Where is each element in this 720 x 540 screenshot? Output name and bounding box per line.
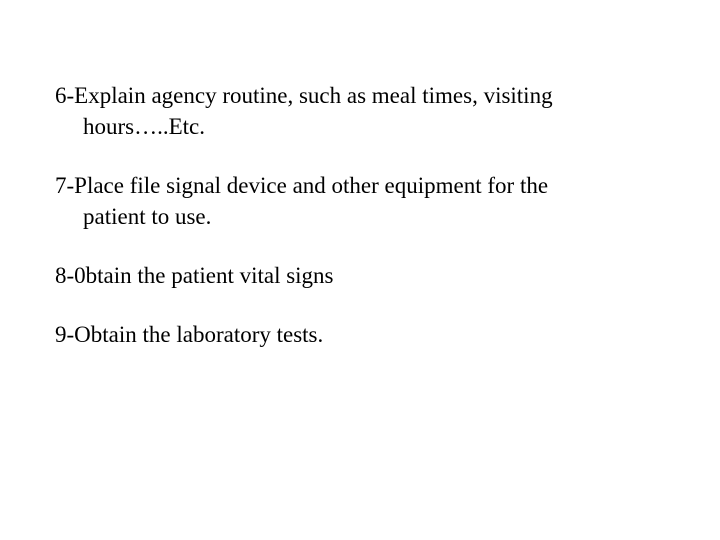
item-text-line1: 7-Place file signal device and other equ…	[55, 170, 665, 201]
list-item: 9-Obtain the laboratory tests.	[55, 319, 665, 350]
list-item: 8-0btain the patient vital signs	[55, 260, 665, 291]
item-text-line2: patient to use.	[55, 201, 665, 232]
item-text-line1: 8-0btain the patient vital signs	[55, 260, 665, 291]
item-text-line1: 9-Obtain the laboratory tests.	[55, 319, 665, 350]
list-item: 7-Place file signal device and other equ…	[55, 170, 665, 232]
item-text-line2: hours…..Etc.	[55, 111, 665, 142]
item-text-line1: 6-Explain agency routine, such as meal t…	[55, 80, 665, 111]
list-item: 6-Explain agency routine, such as meal t…	[55, 80, 665, 142]
document-body: 6-Explain agency routine, such as meal t…	[55, 80, 665, 350]
